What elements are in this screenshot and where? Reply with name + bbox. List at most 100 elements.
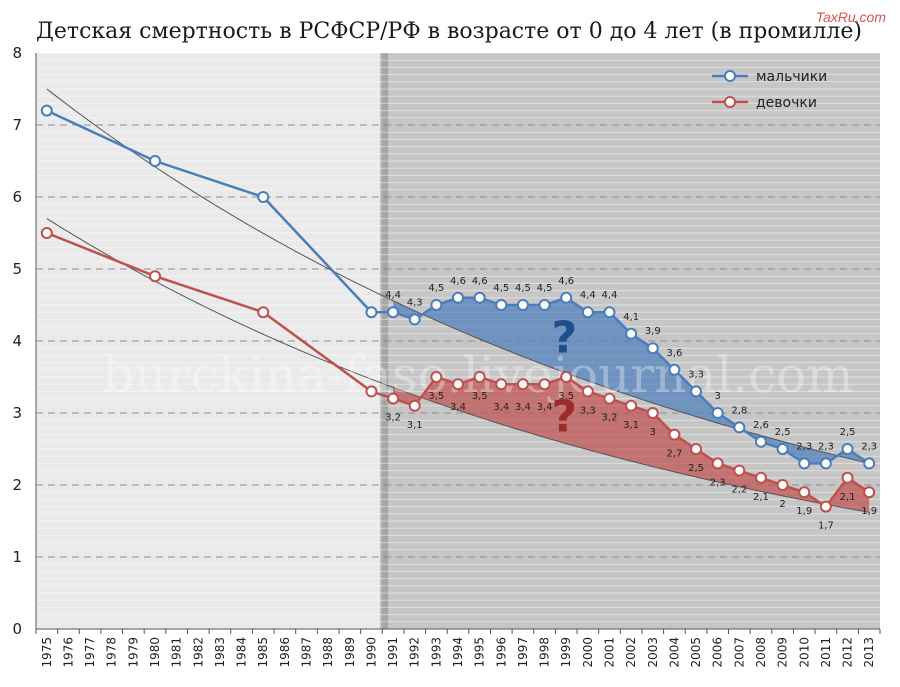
legend: мальчики девочки: [712, 69, 827, 111]
data-point: [430, 371, 443, 383]
x-tick-label: 1990: [364, 637, 378, 668]
y-tick-label: 0: [12, 620, 22, 638]
data-point: [560, 291, 573, 304]
legend-marker-1: [724, 96, 736, 108]
x-tick-label: 1978: [105, 637, 119, 668]
brand-watermark: TaxRu.com: [816, 9, 887, 25]
data-point: [668, 428, 681, 441]
data-point: [387, 306, 400, 319]
data-point: [408, 313, 421, 326]
data-point: [733, 421, 746, 434]
gap-areas: [393, 297, 870, 513]
x-tick-label: 1985: [256, 637, 270, 668]
data-label: 4,4: [602, 290, 618, 301]
data-point: [257, 306, 270, 319]
data-point: [560, 371, 573, 383]
x-tick-label: 2007: [732, 637, 746, 668]
y-tick-label: 7: [12, 116, 22, 134]
data-point: [668, 363, 681, 376]
data-point: [495, 378, 508, 391]
x-tick-label: 1976: [61, 637, 75, 668]
data-label: 2,5: [840, 427, 856, 438]
data-label: 4,6: [558, 276, 574, 287]
y-axis: 0 1 2 3 4 5 6 7 8: [12, 44, 37, 638]
data-point: [711, 407, 724, 419]
data-label: 3,1: [407, 420, 423, 431]
data-label: 2,2: [731, 485, 747, 496]
data-label: 2,3: [818, 441, 834, 452]
data-point: [776, 443, 789, 455]
data-point: [798, 486, 811, 499]
data-point: [538, 299, 551, 311]
y-tick-label: 1: [12, 548, 22, 566]
y-tick-label: 6: [12, 188, 22, 206]
data-label: 4,6: [472, 276, 488, 287]
series-points: [40, 104, 876, 513]
data-point: [754, 435, 767, 448]
trend-line-0: [46, 88, 870, 464]
y-tick-label: 3: [12, 404, 22, 422]
data-label: 4,5: [428, 283, 444, 294]
x-tick-label: 2004: [667, 637, 681, 668]
data-point: [841, 471, 854, 484]
data-label: 3,4: [450, 402, 466, 413]
x-tick-label: 2010: [797, 637, 811, 668]
x-tick-label: 1987: [300, 637, 314, 668]
data-point: [581, 385, 594, 398]
question-mark: ?: [551, 392, 577, 443]
y-tick-label: 4: [12, 332, 22, 350]
data-label: 3,5: [472, 391, 488, 402]
y-tick-label: 5: [12, 260, 22, 278]
data-label: 3,5: [428, 391, 444, 402]
data-label: 2,3: [861, 441, 877, 452]
data-label: 4,4: [580, 290, 596, 301]
data-point: [516, 378, 529, 391]
data-point: [538, 378, 551, 391]
data-label: 3,5: [558, 391, 574, 402]
data-point: [819, 457, 832, 470]
plot-area: burckina-faso.livejournal.com 4,44,34,54…: [36, 52, 880, 630]
data-point: [40, 227, 53, 239]
data-label: 3,4: [515, 402, 531, 413]
data-point: [754, 471, 767, 484]
x-tick-label: 1999: [559, 637, 573, 668]
data-point: [387, 392, 400, 405]
data-point: [149, 270, 162, 283]
data-point: [495, 299, 508, 311]
x-tick-label: 1995: [473, 637, 487, 668]
data-label: 1,7: [818, 521, 834, 532]
x-tick-label: 1988: [321, 637, 335, 668]
data-label: 2: [779, 499, 785, 510]
data-label: 3,4: [493, 402, 509, 413]
data-point: [40, 104, 53, 117]
data-label: 2,3: [796, 441, 812, 452]
data-point: [257, 191, 270, 203]
data-point: [603, 392, 616, 405]
data-label: 3: [650, 427, 656, 438]
x-tick-label: 2001: [602, 637, 616, 668]
data-point: [408, 399, 421, 412]
x-tick-label: 1984: [235, 637, 249, 668]
data-point: [863, 486, 876, 499]
data-point: [452, 291, 464, 304]
x-tick-label: 1998: [538, 637, 552, 668]
y-tick-label: 8: [12, 44, 22, 62]
data-label: 3,4: [537, 402, 553, 413]
x-tick-label: 2009: [776, 637, 790, 668]
data-label: 2,5: [688, 463, 704, 474]
data-label: 3,9: [645, 326, 661, 337]
x-tick-label: 1982: [191, 637, 205, 668]
data-point: [581, 306, 594, 319]
x-tick-label: 2005: [689, 637, 703, 668]
x-tick-label: 2008: [754, 637, 768, 668]
gap-area-1: [393, 377, 870, 513]
x-tick-label: 2013: [862, 637, 876, 668]
data-label: 3,6: [666, 348, 682, 359]
y-tick-label: 2: [12, 476, 22, 494]
chart-title: Детская смертность в РСФСР/РФ в возрасте…: [36, 19, 862, 44]
data-label: 2,3: [710, 477, 726, 488]
data-label: 4,5: [493, 283, 509, 294]
data-point: [798, 457, 811, 470]
x-tick-label: 1991: [386, 637, 400, 668]
